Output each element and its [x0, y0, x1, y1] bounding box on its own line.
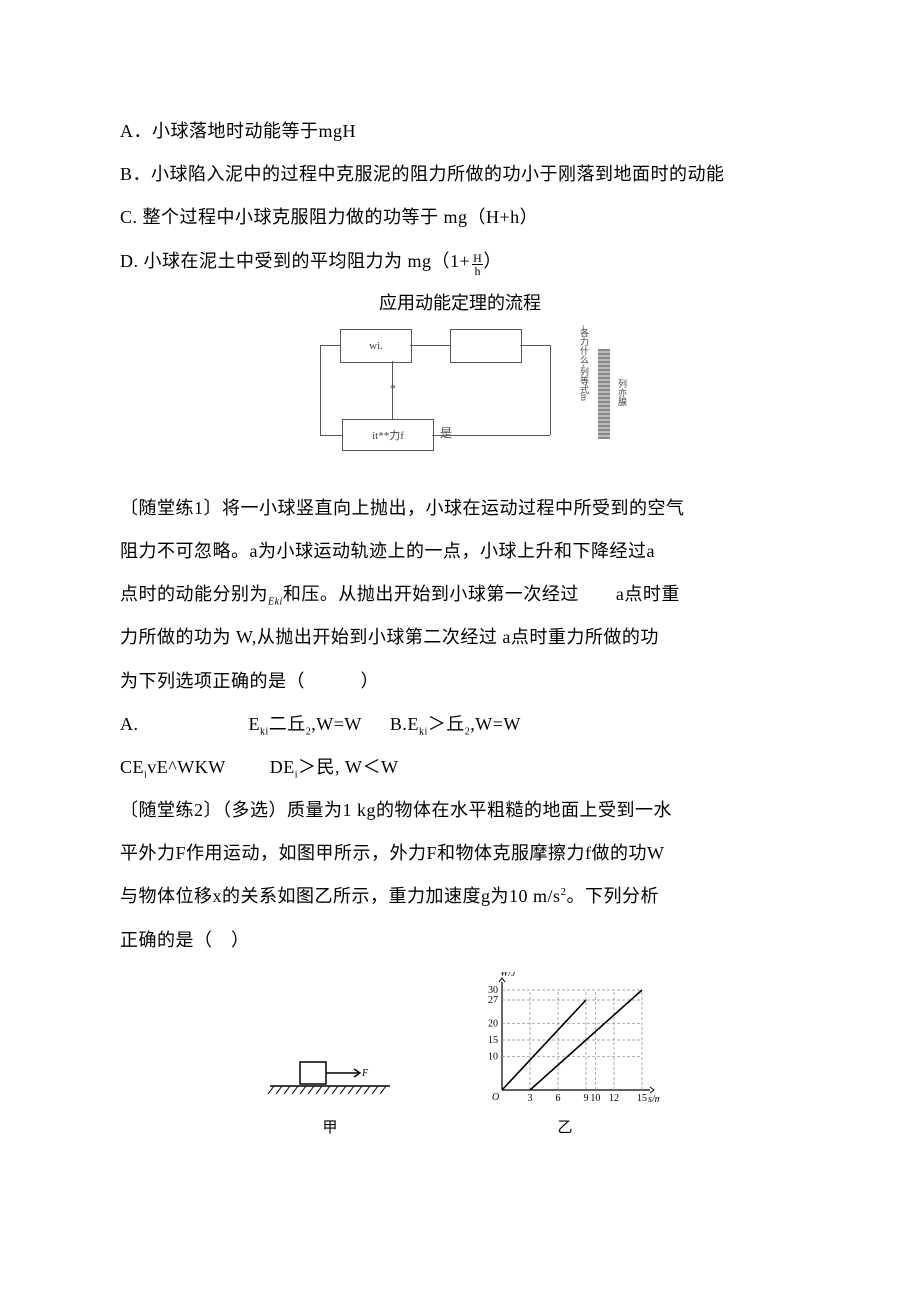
practice1-option-row1: A. Eki二丘2,W=W B.Eki＞丘2,W=W — [120, 703, 800, 746]
fraction-numerator: H — [472, 252, 483, 265]
force-label: F — [361, 1068, 369, 1079]
figure-yi: s/mW/JO1015202730369101215 乙 — [465, 972, 665, 1137]
svg-text:s/m: s/m — [648, 1094, 660, 1105]
practice1-line2: 阻力不可忽略。a为小球运动轨迹上的一点，小球上升和下降经过a — [120, 530, 800, 573]
figure-row: F 甲 s/mW/JO10152027303691012 — [120, 972, 800, 1137]
diagram-connector — [410, 345, 450, 346]
option-d-fraction: Hh — [472, 252, 483, 277]
diagram-connector — [320, 435, 342, 436]
p1-optA: Eki二丘2,W=W — [249, 714, 362, 734]
p1-optC: CEivE^WKW — [120, 757, 226, 777]
option-d: D. 小球在泥土中受到的平均阻力为 mg（1+Hh） — [120, 240, 800, 283]
diagram-box-4: it**力f — [342, 419, 434, 451]
figure-yi-svg: s/mW/JO1015202730369101215 — [470, 972, 660, 1112]
diagram-connector — [520, 345, 550, 346]
svg-text:3: 3 — [528, 1093, 533, 1104]
option-b-text: B．小球陷入泥中的过程中克服泥的阻力所做的功小于刚落到地面时的动能 — [120, 153, 800, 196]
diagram-vband — [598, 349, 610, 439]
svg-text:27: 27 — [488, 995, 498, 1006]
svg-text:10: 10 — [590, 1093, 600, 1104]
figure-jia-svg: F — [260, 1042, 400, 1112]
option-d-prefix: D. 小球在泥土中受到的平均阻力为 mg（1+ — [120, 251, 470, 271]
svg-text:W/J: W/J — [500, 972, 516, 979]
practice2-line2: 平外力F作用运动，如图甲所示，外力F和物体克服摩擦力f做的功W — [120, 832, 800, 875]
figure-jia-caption: 甲 — [255, 1116, 405, 1137]
option-c: C. 整个过程中小球克服阻力做的功等于 mg（H+h） — [120, 196, 800, 239]
practice1-option-row2: CEivE^WKW DEi＞民, W＜W — [120, 746, 800, 789]
p1-optB-lead: B. — [390, 714, 408, 734]
flow-diagram: wi. * it**力f 是 -各力什么-列等式m 列亦腺 — [290, 319, 630, 479]
p1-eki: Eki — [268, 597, 283, 608]
svg-text:10: 10 — [488, 1051, 498, 1062]
option-b: B．小球陷入泥中的过程中克服泥的阻力所做的功小于刚落到地面时的动能 — [120, 153, 800, 196]
practice1-line5: 为下列选项正确的是（ ） — [120, 660, 800, 703]
svg-text:12: 12 — [609, 1093, 619, 1104]
diagram-vtext-2: 列亦腺 — [617, 379, 626, 406]
figure-jia: F 甲 — [255, 1042, 405, 1137]
p1-l3-b: 和压。从抛出开始到小球第一次经过 a点时重 — [283, 584, 680, 604]
svg-text:15: 15 — [488, 1035, 498, 1046]
p2-l3-b: 。下列分析 — [567, 886, 660, 906]
practice2-line1: 〔随堂练2〕（多选）质量为1 kg的物体在水平粗糙的地面上受到一水 — [120, 789, 800, 832]
p1-optD: DEi＞民, W＜W — [270, 757, 399, 777]
fraction-denominator: h — [472, 265, 483, 277]
diagram-yes-label: 是 — [440, 424, 452, 441]
practice2-line3: 与物体位移x的关系如图乙所示，重力加速度g为10 m/s2。下列分析 — [120, 875, 800, 918]
document-page: A．小球落地时动能等于mgH B．小球陷入泥中的过程中克服泥的阻力所做的功小于刚… — [0, 0, 920, 1303]
p2-l3-a: 与物体位移x的关系如图乙所示，重力加速度g为10 m/s — [120, 886, 561, 906]
svg-text:O: O — [492, 1092, 499, 1103]
practice2-line4: 正确的是（ ） — [120, 919, 800, 962]
practice1-line4: 力所做的功为 W,从抛出开始到小球第二次经过 a点时重力所做的功 — [120, 616, 800, 659]
diagram-connector — [550, 345, 551, 435]
diagram-star: * — [390, 381, 396, 396]
svg-text:30: 30 — [488, 985, 498, 996]
p1-optB: Eki＞丘2,W=W — [407, 714, 520, 734]
diagram-connector — [432, 435, 550, 436]
p1-optA-lead: A. — [120, 714, 139, 734]
diagram-connector — [320, 345, 321, 435]
practice1-line3: 点时的动能分别为Eki和压。从抛出开始到小球第一次经过 a点时重 — [120, 573, 800, 616]
diagram-vtext-1: -各力什么-列等式m — [579, 325, 588, 455]
diagram-title: 应用动能定理的流程 — [120, 289, 800, 315]
diagram-connector — [392, 361, 393, 419]
option-d-suffix: ） — [483, 251, 502, 271]
svg-text:20: 20 — [488, 1018, 498, 1029]
svg-text:15: 15 — [637, 1093, 647, 1104]
option-a: A．小球落地时动能等于mgH — [120, 110, 800, 153]
svg-text:6: 6 — [556, 1093, 561, 1104]
p1-l3-a: 点时的动能分别为 — [120, 584, 268, 604]
practice1-line1: 〔随堂练1〕将一小球竖直向上抛出，小球在运动过程中所受到的空气 — [120, 487, 800, 530]
figure-yi-caption: 乙 — [465, 1116, 665, 1137]
diagram-connector — [320, 345, 340, 346]
diagram-box-2 — [450, 329, 522, 363]
svg-text:9: 9 — [584, 1093, 589, 1104]
diagram-box-1: wi. — [340, 329, 412, 363]
